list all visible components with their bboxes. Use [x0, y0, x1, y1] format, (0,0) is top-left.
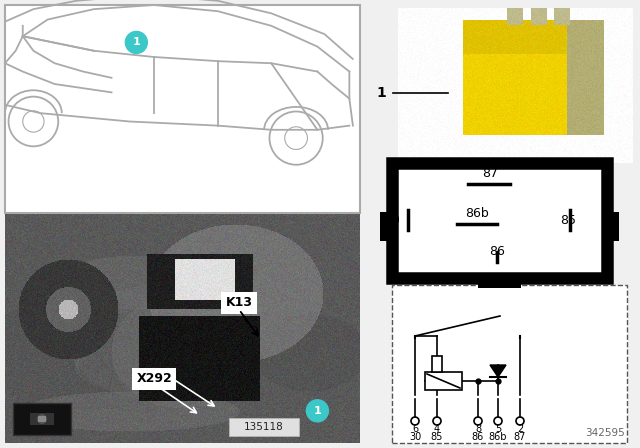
- Text: 5: 5: [495, 424, 501, 434]
- Text: 135118: 135118: [244, 422, 284, 432]
- Bar: [5, 5, 360, 213]
- Text: 2: 2: [517, 424, 523, 434]
- Bar: [30, 413, 54, 425]
- Circle shape: [37, 414, 47, 424]
- Text: 342595: 342595: [585, 428, 625, 438]
- Circle shape: [125, 31, 147, 53]
- Text: K13: K13: [226, 296, 253, 309]
- Text: 86: 86: [489, 245, 505, 258]
- Polygon shape: [490, 365, 506, 377]
- Text: 85: 85: [560, 214, 576, 227]
- Text: 85: 85: [431, 432, 443, 442]
- Bar: [607, 212, 619, 241]
- Text: 86b: 86b: [489, 432, 508, 442]
- Bar: [228, 418, 299, 436]
- Text: 1: 1: [314, 406, 321, 416]
- Circle shape: [307, 400, 328, 422]
- Bar: [392, 163, 607, 278]
- Text: 86b: 86b: [465, 207, 489, 220]
- Bar: [38, 416, 46, 422]
- Text: 30: 30: [384, 214, 400, 227]
- Bar: [13, 403, 71, 435]
- FancyBboxPatch shape: [132, 367, 177, 389]
- Bar: [425, 372, 462, 390]
- Bar: [432, 356, 442, 372]
- Text: 87: 87: [482, 167, 498, 180]
- Text: 87: 87: [514, 432, 526, 442]
- Text: 30: 30: [409, 432, 421, 442]
- Text: 6: 6: [412, 424, 418, 434]
- Text: X292: X292: [136, 372, 172, 385]
- Bar: [380, 212, 392, 241]
- Bar: [478, 278, 521, 288]
- Text: 1: 1: [376, 86, 386, 100]
- FancyBboxPatch shape: [221, 292, 257, 314]
- Bar: [392, 285, 627, 443]
- Text: 86: 86: [472, 432, 484, 442]
- Text: 1: 1: [132, 38, 140, 47]
- Text: 8: 8: [475, 424, 481, 434]
- Text: 4: 4: [434, 424, 440, 434]
